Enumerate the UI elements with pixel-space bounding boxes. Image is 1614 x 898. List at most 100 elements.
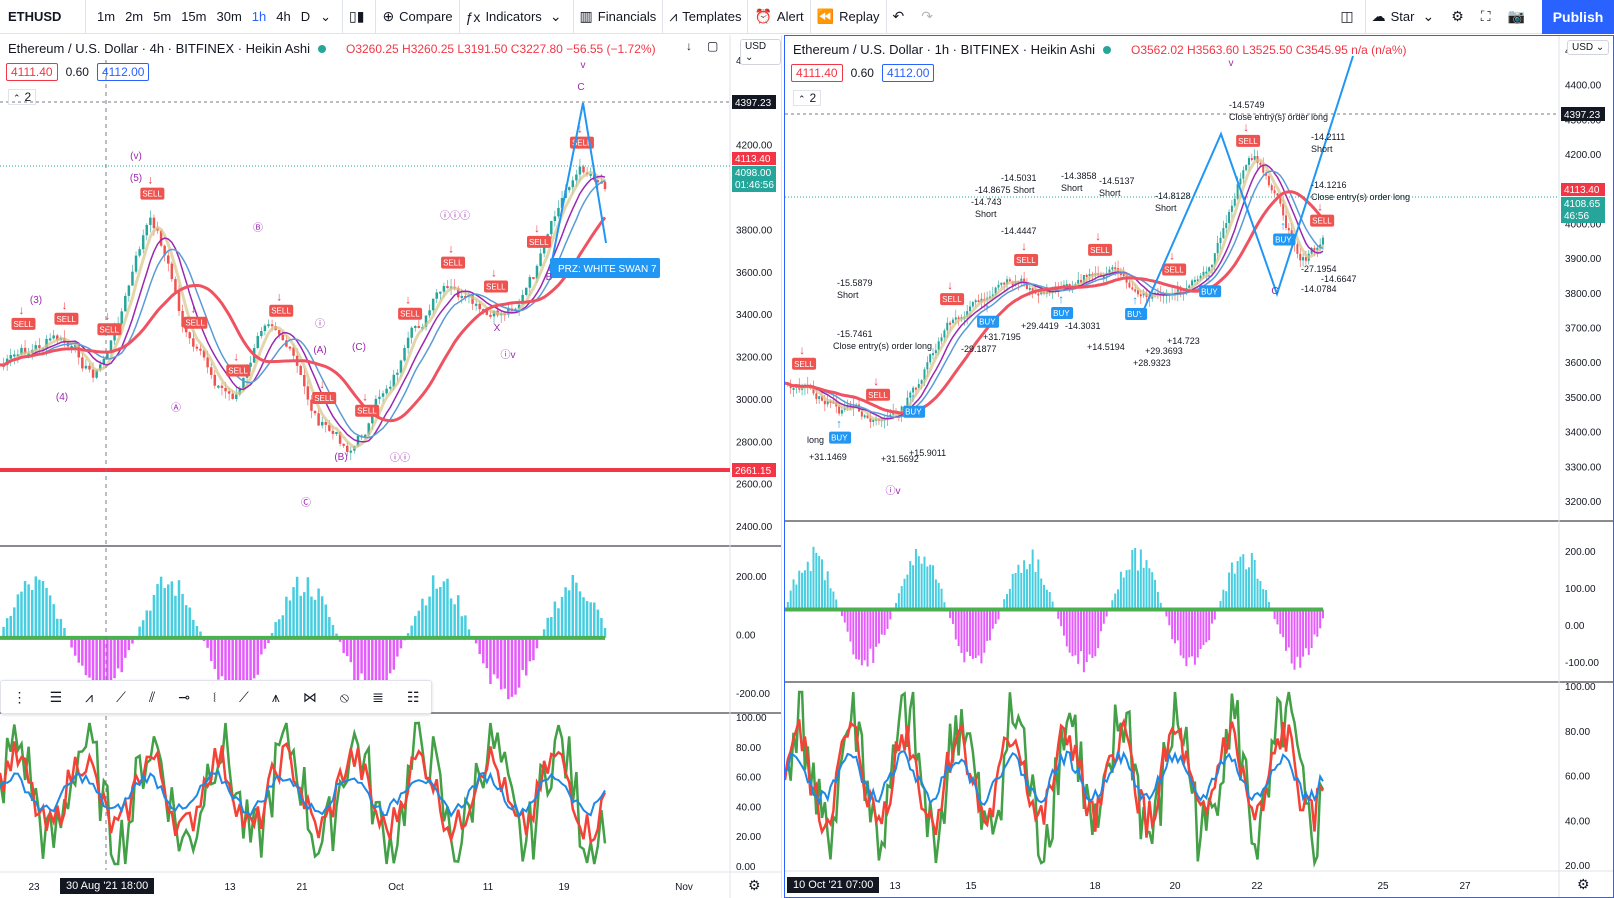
heikin-ashi-candle [1114, 267, 1117, 270]
strategy-annotation: +29.4419 [1021, 321, 1059, 331]
sell-arrow-icon: ↓ [61, 298, 67, 312]
sell-marker-label: SELL [1238, 137, 1258, 146]
heikin-ashi-candle [242, 377, 245, 389]
histogram-bar [988, 609, 991, 641]
hline-price-label: 4397.23 [735, 98, 772, 109]
rsi-tick-label: 20.00 [736, 832, 761, 843]
hline-icon[interactable]: ⊸ [178, 688, 191, 705]
heikin-ashi-candle [410, 327, 413, 338]
chevron-down-icon[interactable]: ⌄ [320, 8, 332, 24]
interval-D[interactable]: D [300, 9, 311, 24]
sell-price-button[interactable]: 4111.40 [791, 64, 843, 82]
save-layout-button[interactable]: ☁ Star ⌄ [1366, 0, 1446, 34]
histogram-bar [410, 625, 413, 638]
undo-button[interactable]: ↶ [887, 0, 916, 34]
templates-button[interactable]: ⩘ Templates [663, 0, 749, 34]
histogram-bar [274, 622, 277, 638]
snapshot-button[interactable]: 📷 [1502, 0, 1536, 34]
rsi-tick-label: 40.00 [736, 802, 761, 813]
trend-line-icon[interactable]: ⟋ [116, 688, 126, 705]
channel-icon[interactable]: ⫽ [148, 688, 156, 705]
interval-1m[interactable]: 1m [97, 9, 116, 24]
sell-price-button[interactable]: 4111.40 [6, 63, 58, 81]
interval-15m[interactable]: 15m [181, 9, 207, 24]
left-maximize-icon[interactable]: ▢ [707, 39, 719, 53]
redo-button[interactable]: ↷ [915, 0, 944, 34]
settings-list-icon[interactable]: ☷ [406, 688, 420, 705]
histogram-bar [213, 637, 217, 669]
histogram-bar [127, 637, 131, 651]
left-indicators-toggle[interactable]: ⌃ 2 [8, 89, 37, 105]
fib-channel-icon[interactable]: ≣ [372, 688, 384, 705]
elliott-icon[interactable]: ⩚ [271, 688, 280, 705]
histogram-bar [929, 564, 932, 610]
histogram-bar [514, 637, 517, 695]
xabcd-icon[interactable]: ⋈ [302, 688, 317, 705]
histogram-bar [912, 565, 915, 610]
ray-icon[interactable]: ⟋ [239, 688, 249, 705]
price-tick-label: 2600.00 [736, 480, 773, 491]
alert-button[interactable]: ⏰ Alert [748, 0, 811, 34]
price-tick-label: 2400.00 [736, 522, 773, 533]
histogram-bar [167, 584, 170, 638]
right-currency-select[interactable]: USD ⌄ [1567, 40, 1610, 55]
left-axis-settings-icon[interactable]: ⚙ [748, 877, 761, 893]
histogram-bar [872, 609, 875, 663]
interval-5m[interactable]: 5m [153, 9, 172, 24]
pattern-icon[interactable]: ⩘ [85, 688, 94, 705]
compare-button[interactable]: ⊕ Compare [376, 0, 460, 34]
settings-button[interactable]: ⚙ [1445, 0, 1475, 34]
right-chart-canvas[interactable]: 4500.004400.004300.004200.004100.004000.… [785, 36, 1613, 897]
histogram-bar [131, 637, 134, 644]
publish-button[interactable]: Publish [1542, 0, 1614, 34]
left-currency-select[interactable]: USD ⌄ [740, 39, 781, 65]
right-axis-settings-icon[interactable]: ⚙ [1577, 876, 1590, 892]
rsi-line-blue [785, 750, 1324, 807]
interval-4h[interactable]: 4h [276, 9, 291, 24]
interval-1h[interactable]: 1h [251, 9, 267, 24]
right-chart-pane[interactable]: 4500.004400.004300.004200.004100.004000.… [784, 35, 1614, 898]
buy-marker-label: BUY [905, 408, 922, 417]
histogram-bar [524, 637, 528, 676]
buy-price-button[interactable]: 4112.00 [881, 64, 935, 82]
interval-30m[interactable]: 30m [216, 9, 242, 24]
histogram-bar [84, 637, 88, 676]
histogram-bar [303, 592, 306, 638]
heikin-ashi-candle [517, 304, 521, 309]
histogram-bar [431, 575, 435, 638]
drag-handle-icon[interactable]: ⋮ [12, 688, 27, 705]
layout-select-button[interactable]: ◫ [1334, 0, 1366, 34]
histogram-bar [270, 632, 274, 638]
strategy-annotation: -14.5031 [1001, 173, 1037, 183]
top-toolbar: ETHUSD 1m 2m 5m 15m 30m 1h 4h D ⌄ ▯▮ ⊕ Compare ƒx… [0, 0, 1614, 34]
left-chart-canvas[interactable]: 4600.004400.004200.004000.003800.003600.… [0, 35, 782, 898]
sell-marker-label: SELL [1016, 256, 1036, 265]
histogram-bar [909, 561, 912, 610]
replay-button[interactable]: ⏪ Replay [811, 0, 887, 34]
heikin-ashi-candle [1136, 290, 1139, 295]
heikin-ashi-candle [184, 326, 188, 333]
financials-button[interactable]: ▥ Financials [574, 0, 664, 34]
heikin-ashi-candle [1236, 184, 1239, 199]
gann-icon[interactable]: ⦸ [339, 688, 350, 705]
indicators-button[interactable]: ƒx Indicators ⌄ [460, 0, 574, 34]
heikin-ashi-candle [167, 255, 170, 264]
buy-price-button[interactable]: 4112.00 [96, 63, 150, 81]
histogram-bar [986, 609, 989, 641]
histogram-bar [1199, 609, 1202, 650]
symbol-search[interactable]: ETHUSD [0, 0, 86, 34]
time-tick-label: 13 [889, 881, 901, 892]
left-scroll-down-icon[interactable]: ↓ [686, 39, 692, 53]
histogram-bar [1319, 609, 1322, 629]
fullscreen-button[interactable]: ⛶ [1475, 0, 1502, 34]
fib-icon[interactable]: ⧙ [213, 688, 216, 705]
lines-icon[interactable]: ☰ [49, 688, 63, 705]
histogram-bar [940, 588, 943, 610]
left-chart-pane[interactable]: 4600.004400.004200.004000.003800.003600.… [0, 35, 782, 898]
sell-arrow-icon: ↓ [947, 278, 953, 292]
rsi-tick-label: 60.00 [736, 773, 761, 784]
interval-2m[interactable]: 2m [125, 9, 144, 24]
bar-style-button[interactable]: ▯▮ [343, 0, 377, 34]
histogram-bar [1250, 552, 1253, 610]
right-indicators-toggle[interactable]: ⌃ 2 [793, 90, 822, 106]
